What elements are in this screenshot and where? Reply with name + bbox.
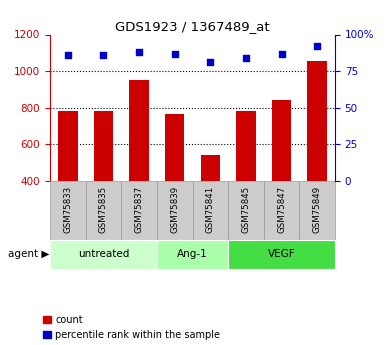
- Point: [314, 43, 320, 49]
- Point: [278, 51, 285, 56]
- Bar: [264, 181, 300, 240]
- Bar: [58, 110, 78, 181]
- Text: GSM75839: GSM75839: [170, 186, 179, 233]
- Text: GSM75841: GSM75841: [206, 186, 215, 233]
- Point: [65, 52, 71, 58]
- Text: GSM75837: GSM75837: [135, 186, 144, 233]
- Text: Ang-1: Ang-1: [177, 249, 208, 259]
- Bar: [236, 111, 256, 181]
- Text: GSM75847: GSM75847: [277, 186, 286, 233]
- Bar: [157, 181, 192, 240]
- Point: [136, 49, 142, 55]
- Text: untreated: untreated: [78, 249, 129, 259]
- Point: [207, 60, 213, 65]
- Bar: [228, 181, 264, 240]
- Text: GSM75835: GSM75835: [99, 186, 108, 233]
- Bar: [272, 100, 291, 181]
- Bar: [50, 181, 85, 240]
- Text: GSM75833: GSM75833: [64, 186, 72, 233]
- Bar: [94, 111, 113, 181]
- Bar: [307, 61, 327, 181]
- Point: [243, 55, 249, 61]
- Bar: [85, 181, 121, 240]
- Text: GSM75849: GSM75849: [313, 186, 321, 233]
- Legend: count, percentile rank within the sample: count, percentile rank within the sample: [44, 315, 220, 340]
- Text: agent ▶: agent ▶: [8, 249, 49, 259]
- Bar: [129, 80, 149, 181]
- Point: [100, 52, 107, 58]
- Bar: [201, 156, 220, 181]
- Bar: [228, 240, 335, 269]
- Text: GSM75845: GSM75845: [241, 186, 250, 233]
- Title: GDS1923 / 1367489_at: GDS1923 / 1367489_at: [115, 20, 270, 33]
- Bar: [300, 181, 335, 240]
- Bar: [192, 181, 228, 240]
- Bar: [157, 240, 228, 269]
- Bar: [121, 181, 157, 240]
- Text: VEGF: VEGF: [268, 249, 295, 259]
- Bar: [50, 240, 157, 269]
- Bar: [165, 114, 184, 181]
- Point: [172, 51, 178, 56]
